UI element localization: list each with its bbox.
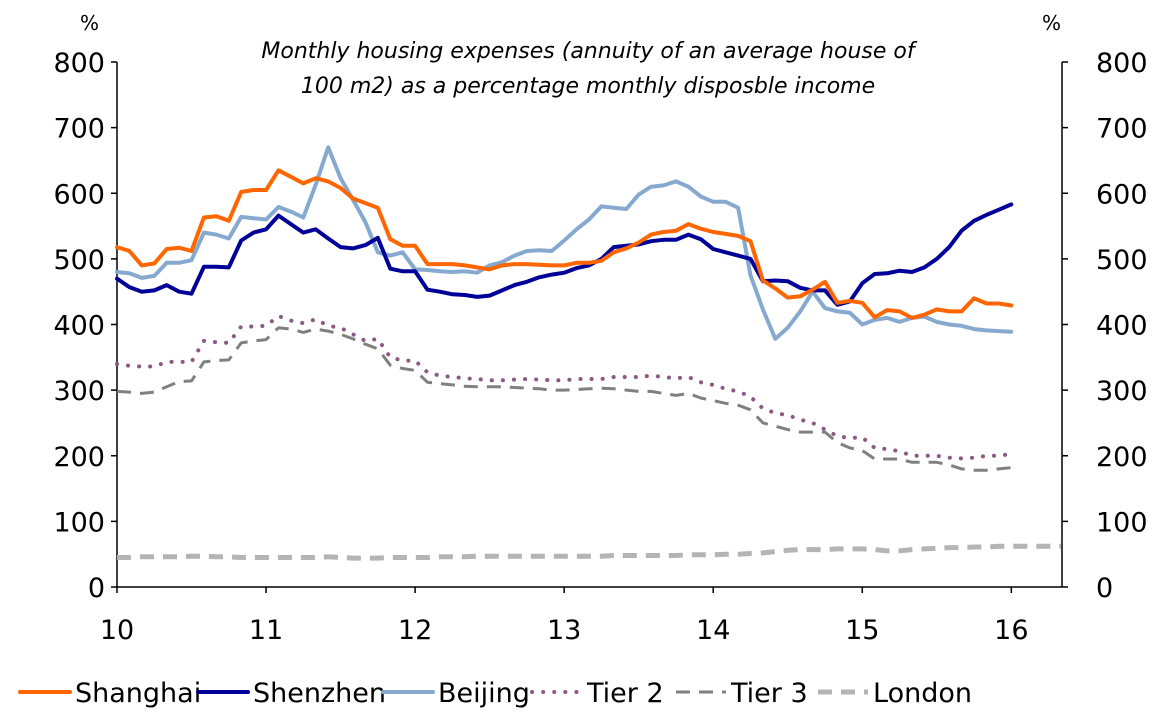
right-y-tick-label: 700 <box>1096 114 1148 145</box>
series-line-beijing <box>115 145 1014 341</box>
chart-title-line-2: 100 m2) as a percentage monthly disposbl… <box>301 74 875 99</box>
legend-label-shenzhen: Shenzhen <box>253 678 386 709</box>
right-y-tick-label: 400 <box>1096 311 1148 342</box>
x-tick-label: 16 <box>994 615 1028 646</box>
legend-label-london: London <box>873 678 972 709</box>
right-y-tick-label: 600 <box>1096 179 1148 210</box>
x-tick-label: 13 <box>547 615 581 646</box>
series-line-london <box>117 543 1061 561</box>
x-tick-label: 10 <box>100 615 134 646</box>
right-unit-label: % <box>1042 11 1061 35</box>
legend-label-beijing: Beijing <box>438 678 530 709</box>
series-line-shanghai <box>115 168 1014 320</box>
left-unit-label: % <box>80 11 99 35</box>
right-y-tick-label: 800 <box>1096 48 1148 79</box>
right-y-tick-label: 200 <box>1096 442 1148 473</box>
series-line-shenzhen <box>115 202 1014 307</box>
axes: 0 0 100 100 200 200 300 300 400 400 500 500 600 600 70… <box>53 48 1147 646</box>
right-y-tick-label: 0 <box>1096 573 1113 604</box>
left-y-tick-label: 500 <box>53 245 105 276</box>
left-y-tick-label: 400 <box>53 311 105 342</box>
series-line-tier-2 <box>115 314 1014 461</box>
right-y-tick-label: 300 <box>1096 376 1148 407</box>
left-y-tick-label: 200 <box>53 442 105 473</box>
legend-label-tier-2: Tier 2 <box>586 678 664 709</box>
series-lines <box>115 145 1061 561</box>
left-y-tick-label: 0 <box>88 573 105 604</box>
right-y-tick-label: 100 <box>1096 507 1148 538</box>
series-line-tier-3 <box>116 326 1012 472</box>
x-tick-label: 14 <box>696 615 730 646</box>
left-y-tick-label: 300 <box>53 376 105 407</box>
left-y-tick-label: 100 <box>53 507 105 538</box>
left-y-tick-label: 800 <box>53 48 105 79</box>
left-y-tick-label: 700 <box>53 114 105 145</box>
right-y-tick-label: 500 <box>1096 245 1148 276</box>
x-tick-label: 11 <box>249 615 283 646</box>
chart-title-line-1: Monthly housing expenses (annuity of an … <box>261 39 917 64</box>
left-y-tick-label: 600 <box>53 179 105 210</box>
legend-label-tier-3: Tier 3 <box>730 678 808 709</box>
x-tick-label: 15 <box>845 615 879 646</box>
x-tick-label: 12 <box>398 615 432 646</box>
legend: Shanghai Shenzhen Beijing Tier 2 Tier 3 Londo… <box>18 678 972 709</box>
legend-label-shanghai: Shanghai <box>75 678 201 709</box>
